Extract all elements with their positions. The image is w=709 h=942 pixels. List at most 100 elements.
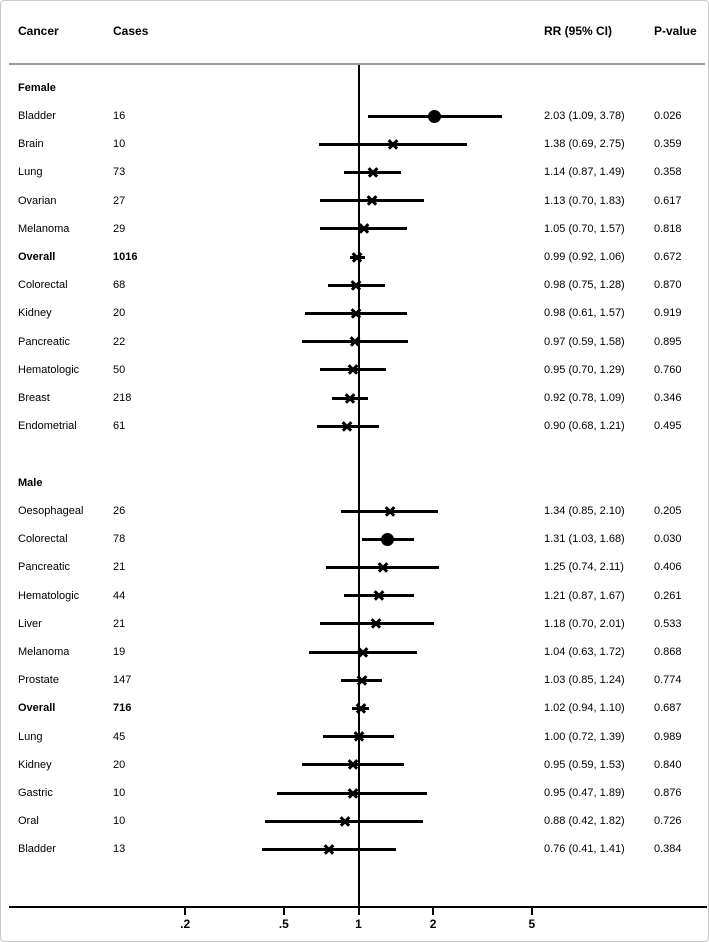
row-rr-ci-value: 1.02 (0.94, 1.10)	[544, 702, 625, 715]
point-estimate-x-marker	[374, 591, 384, 601]
point-estimate-x-marker	[356, 703, 366, 713]
row-rr-ci-value: 0.98 (0.75, 1.28)	[544, 279, 625, 292]
row-cancer-label: Breast	[18, 392, 50, 404]
row-rr-ci-value: 0.95 (0.70, 1.29)	[544, 363, 625, 376]
group-label-male: Male	[18, 477, 43, 489]
point-estimate-x-marker	[324, 844, 334, 854]
row-cases-value: 218	[113, 392, 132, 404]
point-estimate-x-marker	[378, 562, 388, 572]
row-rr-ci-value: 0.90 (0.68, 1.21)	[544, 420, 625, 433]
row-cases-value: 16	[113, 110, 126, 122]
group-label-female: Female	[18, 82, 56, 94]
row-rr-ci-value: 0.76 (0.41, 1.41)	[544, 843, 625, 856]
row-cases-value: 61	[113, 420, 126, 433]
row-cases-value: 716	[113, 702, 132, 715]
row-rr-ci-value: 1.00 (0.72, 1.39)	[544, 730, 625, 743]
point-estimate-x-marker	[358, 647, 368, 657]
row-cancer-label: Lung	[18, 166, 43, 179]
point-estimate-x-marker	[342, 421, 352, 431]
row-pvalue: 0.774	[654, 674, 682, 687]
row-cancer-label: Hematologic	[18, 363, 80, 376]
point-estimate-x-marker	[350, 337, 360, 347]
point-estimate-x-marker	[348, 760, 358, 770]
row-pvalue: 0.989	[654, 730, 682, 743]
row-pvalue: 0.840	[654, 758, 682, 771]
axis-tick-mark	[282, 908, 285, 915]
row-pvalue: 0.876	[654, 787, 682, 799]
row-pvalue: 0.030	[654, 533, 682, 546]
row-cases-value: 44	[113, 589, 126, 602]
row-rr-ci-value: 0.95 (0.59, 1.53)	[544, 758, 625, 771]
row-cancer-label: Colorectal	[18, 533, 68, 546]
row-cancer-label: Hematologic	[18, 589, 80, 602]
point-estimate-x-marker	[367, 196, 377, 206]
axis-tick-label: .5	[278, 917, 289, 931]
row-pvalue: 0.895	[654, 335, 682, 348]
row-cancer-label: Oesophageal	[18, 505, 84, 517]
row-rr-ci-value: 0.98 (0.61, 1.57)	[544, 307, 625, 320]
axis-tick-mark	[184, 908, 187, 915]
row-cancer-label: Pancreatic	[18, 335, 70, 348]
row-rr-ci-value: 1.18 (0.70, 2.01)	[544, 617, 625, 630]
row-cases-value: 26	[113, 505, 126, 517]
row-pvalue: 0.346	[654, 392, 682, 404]
row-pvalue: 0.818	[654, 222, 682, 235]
point-estimate-x-marker	[351, 280, 361, 290]
row-rr-ci-value: 1.04 (0.63, 1.72)	[544, 646, 625, 658]
x-axis-line	[9, 906, 707, 908]
row-rr-ci-value: 0.92 (0.78, 1.09)	[544, 392, 625, 404]
row-cases-value: 20	[113, 758, 126, 771]
row-pvalue: 0.026	[654, 110, 682, 122]
row-cancer-label: Gastric	[18, 787, 53, 799]
row-cancer-label: Prostate	[18, 674, 59, 687]
row-cases-value: 21	[113, 561, 126, 574]
axis-tick-label: 2	[429, 917, 437, 931]
row-rr-ci-value: 1.25 (0.74, 2.11)	[544, 561, 624, 574]
point-estimate-x-marker	[348, 365, 358, 375]
row-pvalue: 0.726	[654, 815, 682, 828]
row-cases-value: 10	[113, 787, 126, 799]
row-cancer-label: Kidney	[18, 758, 52, 771]
point-estimate-circle-marker	[428, 109, 442, 123]
point-estimate-x-marker	[359, 224, 369, 234]
row-cases-value: 10	[113, 815, 126, 828]
row-pvalue: 0.261	[654, 589, 682, 602]
axis-tick-mark	[530, 908, 533, 915]
row-rr-ci-value: 1.21 (0.87, 1.67)	[544, 589, 625, 602]
row-rr-ci-value: 0.99 (0.92, 1.06)	[544, 251, 625, 263]
row-rr-ci-value: 1.03 (0.85, 1.24)	[544, 674, 625, 687]
axis-tick-label: .2	[180, 917, 191, 931]
row-cancer-label: Ovarian	[18, 194, 57, 207]
point-estimate-circle-marker	[381, 532, 395, 546]
row-cases-value: 50	[113, 363, 126, 376]
row-rr-ci-value: 1.31 (1.03, 1.68)	[544, 533, 625, 546]
point-estimate-x-marker	[388, 139, 398, 149]
row-rr-ci-value: 1.13 (0.70, 1.83)	[544, 194, 625, 207]
row-cases-value: 19	[113, 646, 126, 658]
row-cases-value: 45	[113, 730, 126, 743]
point-estimate-x-marker	[348, 788, 358, 798]
row-cancer-label: Overall	[18, 251, 56, 263]
row-cancer-label: Overall	[18, 702, 56, 715]
row-rr-ci-value: 0.97 (0.59, 1.58)	[544, 335, 625, 348]
point-estimate-x-marker	[371, 619, 381, 629]
row-rr-ci-value: 1.34 (0.85, 2.10)	[544, 505, 625, 517]
column-header-cases: Cases	[113, 24, 149, 38]
row-cases-value: 147	[113, 674, 132, 687]
row-rr-ci-value: 1.14 (0.87, 1.49)	[544, 166, 625, 179]
reference-line-rr-1	[357, 65, 360, 906]
row-cancer-label: Brain	[18, 138, 44, 151]
row-cancer-label: Lung	[18, 730, 43, 743]
row-cancer-label: Melanoma	[18, 222, 70, 235]
row-cases-value: 73	[113, 166, 126, 179]
axis-tick-label: 1	[355, 917, 362, 931]
row-pvalue: 0.406	[654, 561, 682, 574]
row-cancer-label: Colorectal	[18, 279, 68, 292]
row-pvalue: 0.919	[654, 307, 682, 320]
row-cancer-label: Endometrial	[18, 420, 77, 433]
point-estimate-x-marker	[368, 167, 378, 177]
row-rr-ci-value: 1.05 (0.70, 1.57)	[544, 222, 625, 235]
row-pvalue: 0.617	[654, 194, 682, 207]
row-cases-value: 27	[113, 194, 126, 207]
row-rr-ci-value: 0.88 (0.42, 1.82)	[544, 815, 625, 828]
